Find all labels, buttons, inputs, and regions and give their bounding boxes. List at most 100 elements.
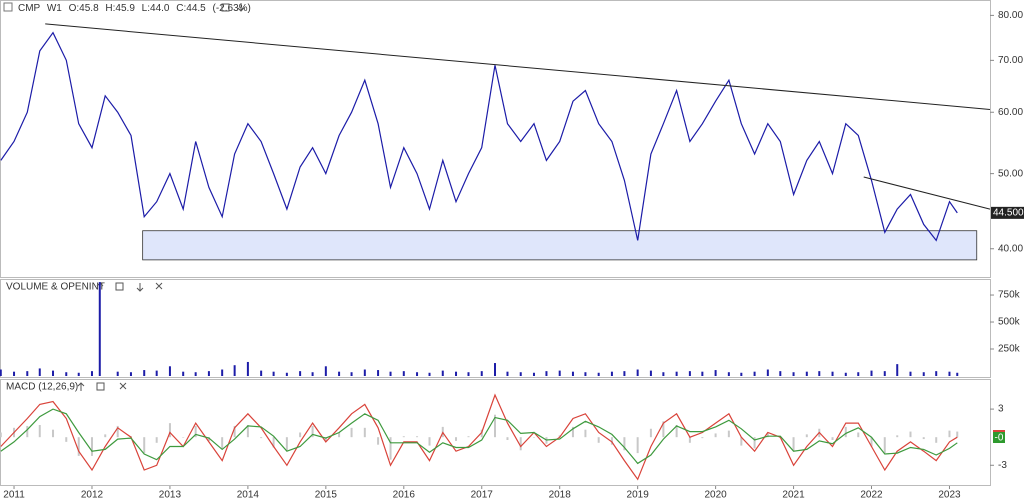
bar (338, 371, 341, 376)
bar (532, 437, 535, 438)
y-tick-label: 50.00 (998, 168, 1023, 179)
bar (649, 428, 652, 438)
bar (182, 371, 185, 376)
bar (766, 433, 769, 438)
volume-title: VOLUME & OPENINT (6, 282, 105, 293)
bar (38, 368, 41, 376)
bar (883, 437, 886, 454)
bar (480, 429, 483, 438)
bar (26, 425, 29, 438)
bar (299, 371, 302, 376)
bar (597, 372, 600, 376)
bar (922, 372, 925, 376)
bar (584, 372, 587, 376)
collapse-icon[interactable] (3, 2, 13, 12)
bar (909, 371, 912, 376)
bar (623, 371, 626, 376)
x-tick-label: 2013 (159, 490, 182, 501)
move-up-icon[interactable] (77, 382, 85, 391)
bar (610, 371, 613, 376)
bar (701, 437, 704, 439)
bar (416, 372, 419, 376)
bar (818, 371, 821, 376)
bar (701, 371, 704, 376)
y-tick-label: -3 (998, 460, 1007, 471)
bar (0, 369, 2, 376)
bar (792, 372, 795, 376)
maximize-icon[interactable] (96, 382, 105, 391)
bar (233, 425, 236, 438)
bar (455, 371, 458, 376)
bar (675, 425, 678, 438)
bar (766, 369, 769, 376)
bar (311, 372, 314, 376)
bar (402, 371, 405, 376)
bar (753, 371, 756, 376)
move-down-icon[interactable] (136, 283, 144, 292)
bar (65, 437, 68, 442)
high: H:45.9 (105, 3, 135, 14)
bar (467, 372, 470, 376)
x-tick-label: 2011 (3, 490, 25, 501)
bar (494, 363, 496, 376)
bar (143, 437, 146, 454)
bar (870, 437, 873, 447)
bar (623, 437, 626, 451)
series-line (0, 393, 958, 481)
bar (13, 371, 16, 376)
bar (246, 361, 249, 376)
y-tick-label: 40.00 (998, 243, 1023, 254)
change: (-2.63%) (213, 3, 251, 14)
close-icon[interactable] (155, 282, 163, 290)
bar (246, 425, 249, 438)
bar (571, 426, 574, 438)
bar (428, 437, 431, 446)
bar (883, 371, 886, 376)
bar (155, 370, 158, 376)
support-zone (142, 230, 978, 261)
bar (467, 436, 470, 438)
bar (714, 433, 717, 438)
y-tick-label: 250k (998, 344, 1021, 355)
bar (65, 372, 68, 376)
macd-last-badge (993, 432, 1005, 443)
x-tick-label: 2022 (860, 490, 883, 501)
bar (402, 436, 405, 438)
bar (155, 437, 158, 443)
bar (338, 432, 341, 438)
bar (0, 432, 2, 438)
y-tick-label: 80.00 (998, 10, 1023, 21)
bar (207, 437, 210, 441)
move-down-icon[interactable] (237, 3, 245, 12)
maximize-icon[interactable] (221, 3, 230, 12)
bar (896, 435, 899, 438)
bar (792, 437, 795, 452)
macd-last-label: -0 (995, 433, 1004, 444)
bar (129, 372, 132, 376)
bar (233, 365, 236, 376)
bar (857, 372, 860, 376)
bar (98, 282, 101, 376)
bar (377, 370, 380, 376)
bar (532, 372, 535, 376)
y-tick-label: 500k (998, 317, 1021, 328)
bar (956, 431, 959, 438)
bar (363, 427, 366, 438)
bar (363, 369, 366, 376)
series-line (0, 31, 958, 242)
pane-icons (77, 3, 245, 391)
series-line (0, 408, 958, 465)
trendline (45, 23, 991, 110)
bar (52, 429, 55, 438)
bar (221, 437, 224, 449)
bar (441, 370, 444, 376)
maximize-icon[interactable] (115, 282, 124, 291)
bar (688, 371, 691, 376)
bar (922, 437, 925, 440)
x-tick-label: 2016 (393, 490, 416, 501)
close-icon[interactable] (119, 382, 127, 390)
symbol: CMP (18, 3, 41, 14)
bar (727, 372, 730, 376)
trendline (863, 176, 991, 210)
